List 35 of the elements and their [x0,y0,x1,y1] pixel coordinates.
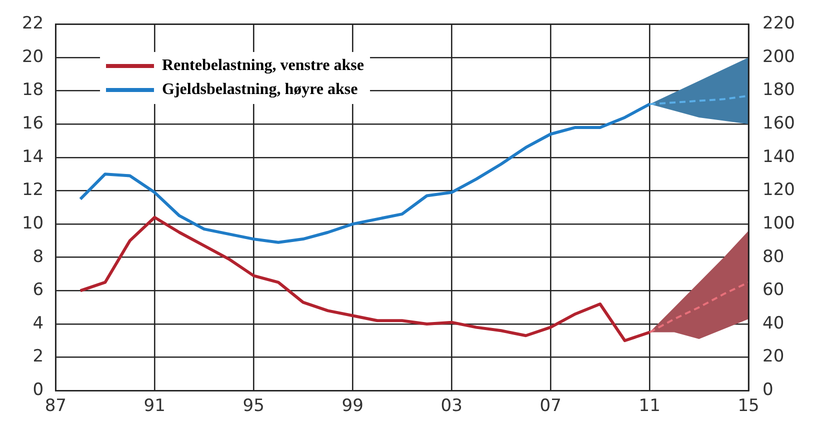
y2-tick-label: 220 [762,14,796,34]
y2-tick-label: 160 [762,114,796,134]
y-tick-label: 22 [22,14,44,34]
y-tick-label: 10 [22,213,44,234]
x-tick-label: 95 [242,396,264,416]
legend-label: Rentebelastning, venstre akse [162,57,364,75]
y2-tick-label: 40 [762,313,784,334]
line-series [648,281,749,334]
y-tick-label: 4 [32,313,44,334]
y-tick-label: 2 [32,346,44,367]
y-tick-label: 14 [22,146,44,167]
y-tick-label: 8 [32,246,44,267]
y2-tick-label: 200 [762,46,796,67]
x-tick-label: 87 [44,396,66,416]
y-tick-label: 16 [22,114,44,134]
y-tick-label: 18 [22,80,44,100]
x-tick-label: 07 [540,396,562,416]
x-tick-label: 15 [738,396,760,416]
y2-tick-label: 180 [762,80,796,100]
x-tick-label: 91 [144,396,166,416]
x-tick-label: 11 [638,396,660,416]
y2-tick-label: 60 [762,280,784,300]
y-tick-label: 12 [22,180,44,200]
y-tick-label: 20 [22,46,44,67]
y2-tick-label: 140 [762,146,796,167]
x-tick-label: 99 [342,396,364,416]
y2-tick-label: 120 [762,180,796,200]
legend-label: Gjeldsbelastning, høyre akse [162,81,358,99]
y2-tick-label: 0 [762,380,774,400]
y2-tick-label: 100 [762,213,796,234]
y2-tick-label: 20 [762,346,784,367]
y-tick-label: 0 [32,380,44,400]
x-tick-label: 03 [440,396,462,416]
y-tick-label: 6 [32,280,44,300]
y2-tick-label: 80 [762,246,784,267]
